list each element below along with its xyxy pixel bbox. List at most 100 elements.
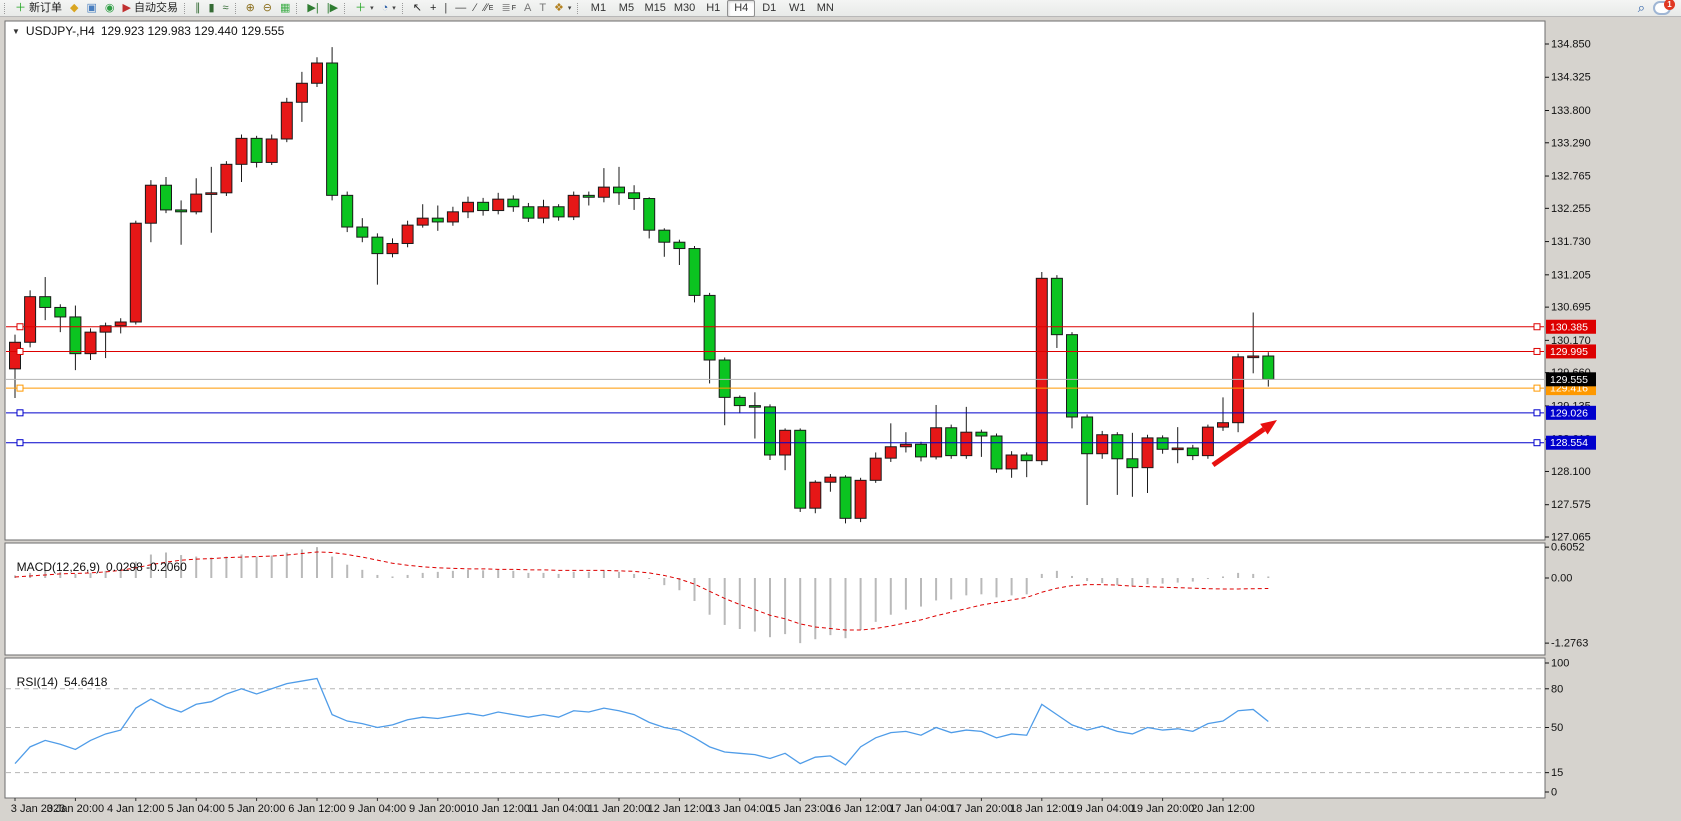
tf-mn[interactable]: MN [811,0,839,17]
bear-candle[interactable] [733,396,746,407]
bear-candle[interactable] [1262,355,1275,380]
bear-candle[interactable] [703,294,716,361]
line-handle[interactable] [16,347,24,355]
bear-candle[interactable] [326,62,339,196]
metaeditor-button[interactable]: ◆ [66,0,82,17]
tf-m15[interactable]: M15 [640,0,669,17]
tf-m5[interactable]: M5 [612,0,640,17]
crosshair-button[interactable]: + [426,0,440,17]
bull-candle[interactable] [1217,422,1229,428]
bull-candle[interactable] [492,198,505,212]
bear-candle[interactable] [1126,458,1139,469]
bear-candle[interactable] [356,226,369,238]
fibonacci-button[interactable]: ≣ F [497,0,520,17]
bull-candle[interactable] [220,163,233,194]
bull-candle[interactable] [1035,277,1048,462]
bull-candle[interactable] [446,211,459,223]
bear-candle[interactable] [1186,447,1199,457]
bear-candle[interactable] [718,359,731,398]
bull-candle[interactable] [824,476,837,483]
chart-shift-button[interactable]: |▶ [323,0,342,17]
bear-candle[interactable] [160,184,172,211]
bear-candle[interactable] [915,443,927,458]
bear-candle[interactable] [839,476,852,519]
bull-candle[interactable] [960,431,973,457]
line-handle[interactable] [1533,409,1541,417]
bull-candle[interactable] [401,224,414,244]
bear-candle[interactable] [431,217,444,223]
line-chart-button[interactable]: ≈ [219,0,233,17]
bull-candle[interactable] [567,194,580,218]
bull-candle[interactable] [9,341,21,370]
bear-candle[interactable] [69,316,82,355]
bull-candle[interactable] [809,481,822,509]
bull-candle[interactable] [235,137,248,165]
tf-h1[interactable]: H1 [699,0,727,17]
bear-candle[interactable] [764,406,776,456]
channel-button[interactable]: ∕∕ E [480,0,497,17]
bear-candle[interactable] [1066,334,1078,418]
line-handle[interactable] [1533,323,1541,331]
bear-candle[interactable] [1156,437,1169,450]
bull-candle[interactable] [854,479,867,519]
new-order-button[interactable]: ＋新订单 [11,0,66,17]
bull-candle[interactable] [899,443,912,448]
bear-candle[interactable] [945,427,958,457]
bear-candle[interactable] [54,306,67,318]
bear-candle[interactable] [1111,434,1124,460]
trendline-button[interactable]: ∕ [470,0,480,17]
bear-candle[interactable] [794,429,807,509]
bull-candle[interactable] [1247,355,1260,359]
zoom-in-button[interactable]: ⊕ [242,0,259,17]
bull-candle[interactable] [84,331,97,355]
bull-candle[interactable] [190,193,203,213]
line-handle[interactable] [16,384,24,392]
arrows-button[interactable]: ❖ ▾ [550,0,575,17]
bear-candle[interactable] [658,229,671,243]
trend-arrow-annotation[interactable] [1211,420,1277,468]
text-button[interactable]: A [520,0,535,17]
candlestick-chart-button[interactable]: ▮ [204,0,218,17]
bull-candle[interactable] [295,82,308,103]
chart-canvas[interactable]: 134.850 134.325 133.800 133.290 132.765 132.2… [0,17,1681,821]
bull-candle[interactable] [869,457,882,481]
signals-button[interactable]: ◉ [101,0,119,17]
bear-candle[interactable] [522,206,535,219]
tf-w1[interactable]: W1 [783,0,811,17]
bull-candle[interactable] [1171,447,1184,451]
bull-candle[interactable] [99,325,112,333]
bear-candle[interactable] [628,192,641,200]
tf-h4[interactable]: H4 [727,0,756,17]
bull-candle[interactable] [597,186,610,198]
bear-candle[interactable] [1020,454,1033,462]
bull-candle[interactable] [114,321,127,327]
auto-scroll-button[interactable]: ▶| [303,0,322,17]
bull-candle[interactable] [386,242,399,255]
bear-candle[interactable] [643,198,656,231]
line-handle[interactable] [16,439,24,447]
tf-d1[interactable]: D1 [755,0,783,17]
vertical-line-button[interactable]: | [440,0,451,17]
tile-windows-button[interactable]: ▦ [276,0,294,17]
bear-candle[interactable] [39,296,52,308]
bear-candle[interactable] [1050,277,1063,336]
bear-candle[interactable] [175,209,188,213]
line-handle[interactable] [1533,347,1541,355]
zoom-out-button[interactable]: ⊖ [259,0,276,17]
bear-candle[interactable] [371,236,384,255]
bull-candle[interactable] [537,206,550,219]
bear-candle[interactable] [673,241,686,250]
bull-candle[interactable] [1005,454,1018,470]
bull-candle[interactable] [416,217,429,226]
bear-candle[interactable] [250,137,263,163]
bull-candle[interactable] [205,192,218,195]
bar-chart-button[interactable]: ∥ [191,0,205,17]
bull-candle[interactable] [144,184,157,224]
collapse-chart-icon[interactable]: ▼ [12,26,20,36]
line-handle[interactable] [1533,384,1541,392]
bear-candle[interactable] [507,198,520,208]
bear-candle[interactable] [613,186,625,194]
bull-candle[interactable] [311,62,323,84]
search-icon[interactable]: ⌕ [1637,0,1645,15]
bear-candle[interactable] [990,435,1003,470]
